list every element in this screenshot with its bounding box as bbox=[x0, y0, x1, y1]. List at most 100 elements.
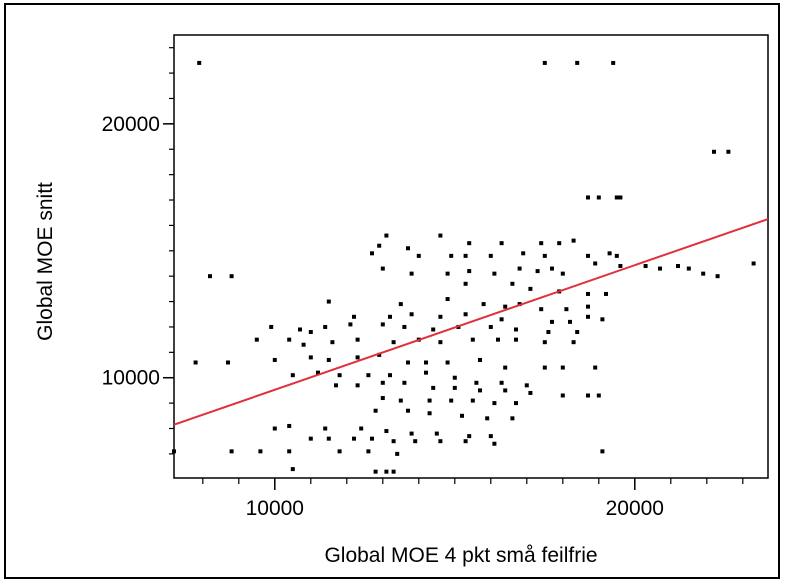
data-point bbox=[384, 429, 389, 434]
data-point bbox=[499, 380, 504, 385]
data-point bbox=[193, 360, 198, 365]
data-point bbox=[424, 360, 428, 365]
data-point bbox=[560, 365, 565, 370]
data-point bbox=[470, 398, 475, 403]
data-point bbox=[370, 436, 374, 441]
data-point bbox=[352, 314, 356, 319]
data-point bbox=[197, 60, 202, 65]
data-point bbox=[326, 299, 331, 304]
data-point bbox=[380, 266, 385, 271]
data-point bbox=[348, 322, 353, 327]
data-point bbox=[463, 281, 468, 286]
data-point bbox=[402, 324, 407, 329]
data-point bbox=[208, 274, 212, 279]
data-point bbox=[643, 264, 648, 269]
data-point bbox=[503, 388, 508, 393]
data-point bbox=[593, 365, 598, 370]
data-point bbox=[308, 355, 313, 360]
data-point bbox=[272, 426, 277, 431]
x-tick-label: 10000 bbox=[246, 497, 304, 520]
data-point bbox=[542, 365, 547, 370]
data-point bbox=[337, 373, 342, 378]
data-point bbox=[539, 241, 544, 246]
data-point bbox=[287, 337, 292, 342]
data-point bbox=[308, 436, 313, 441]
data-point bbox=[686, 266, 691, 271]
data-point bbox=[226, 360, 230, 365]
data-point bbox=[388, 373, 392, 378]
fit-line bbox=[173, 218, 769, 426]
data-point bbox=[492, 271, 497, 276]
data-point bbox=[701, 271, 706, 276]
data-point bbox=[481, 302, 486, 307]
data-point bbox=[604, 291, 608, 296]
data-point bbox=[406, 360, 410, 365]
x-tick-label: 20000 bbox=[606, 497, 664, 520]
data-point bbox=[258, 449, 263, 454]
data-point bbox=[712, 149, 716, 154]
data-point bbox=[409, 312, 414, 317]
data-point bbox=[438, 314, 443, 319]
data-point bbox=[478, 357, 482, 362]
data-point bbox=[503, 304, 508, 309]
data-point bbox=[388, 314, 392, 319]
data-point bbox=[618, 195, 623, 200]
data-point bbox=[463, 253, 468, 258]
data-point bbox=[449, 253, 454, 258]
data-point bbox=[402, 380, 407, 385]
data-point bbox=[427, 411, 432, 416]
data-point bbox=[575, 330, 580, 335]
data-point bbox=[560, 393, 565, 398]
data-point bbox=[287, 449, 292, 454]
data-point bbox=[611, 60, 616, 65]
data-point bbox=[431, 327, 436, 332]
data-point bbox=[301, 342, 306, 347]
data-point bbox=[290, 467, 295, 472]
data-point bbox=[517, 266, 522, 271]
data-point bbox=[431, 385, 436, 390]
data-point bbox=[452, 385, 457, 390]
data-point bbox=[413, 439, 418, 444]
data-point bbox=[452, 375, 457, 380]
data-point bbox=[391, 439, 396, 444]
data-point bbox=[542, 253, 547, 258]
data-point bbox=[586, 393, 590, 398]
data-point bbox=[586, 195, 590, 200]
axes: 10000 20000 10000 20000 bbox=[102, 34, 769, 520]
data-point bbox=[463, 312, 468, 317]
data-point bbox=[337, 449, 342, 454]
data-point bbox=[676, 264, 680, 269]
data-point bbox=[272, 357, 277, 362]
data-point bbox=[492, 401, 497, 406]
y-axis-title: Global MOE snitt bbox=[34, 182, 57, 341]
data-point bbox=[467, 241, 472, 246]
data-point bbox=[355, 383, 360, 388]
data-point bbox=[550, 319, 554, 324]
data-point bbox=[470, 337, 475, 342]
y-tick-label: 20000 bbox=[102, 113, 160, 136]
data-point bbox=[586, 314, 590, 319]
data-point bbox=[586, 253, 590, 258]
chart-frame: 10000 20000 10000 20000 Global MOE 4 pkt sm… bbox=[4, 3, 780, 579]
data-point bbox=[503, 365, 508, 370]
data-point bbox=[575, 60, 580, 65]
data-point bbox=[586, 304, 590, 309]
data-point bbox=[445, 297, 450, 302]
data-point bbox=[373, 408, 378, 413]
data-point bbox=[488, 324, 493, 329]
data-point bbox=[308, 330, 313, 335]
data-point bbox=[438, 439, 443, 444]
data-point bbox=[395, 451, 400, 456]
data-point bbox=[172, 449, 176, 454]
data-point bbox=[715, 274, 720, 279]
data-point bbox=[571, 238, 576, 243]
data-point bbox=[330, 340, 335, 345]
data-point bbox=[467, 434, 472, 439]
data-point bbox=[438, 233, 443, 238]
data-point bbox=[391, 340, 396, 345]
data-point bbox=[316, 370, 320, 375]
data-points bbox=[172, 60, 756, 474]
x-axis-title: Global MOE 4 pkt små feilfrie bbox=[324, 544, 597, 567]
data-point bbox=[514, 327, 518, 332]
data-point bbox=[510, 281, 515, 286]
